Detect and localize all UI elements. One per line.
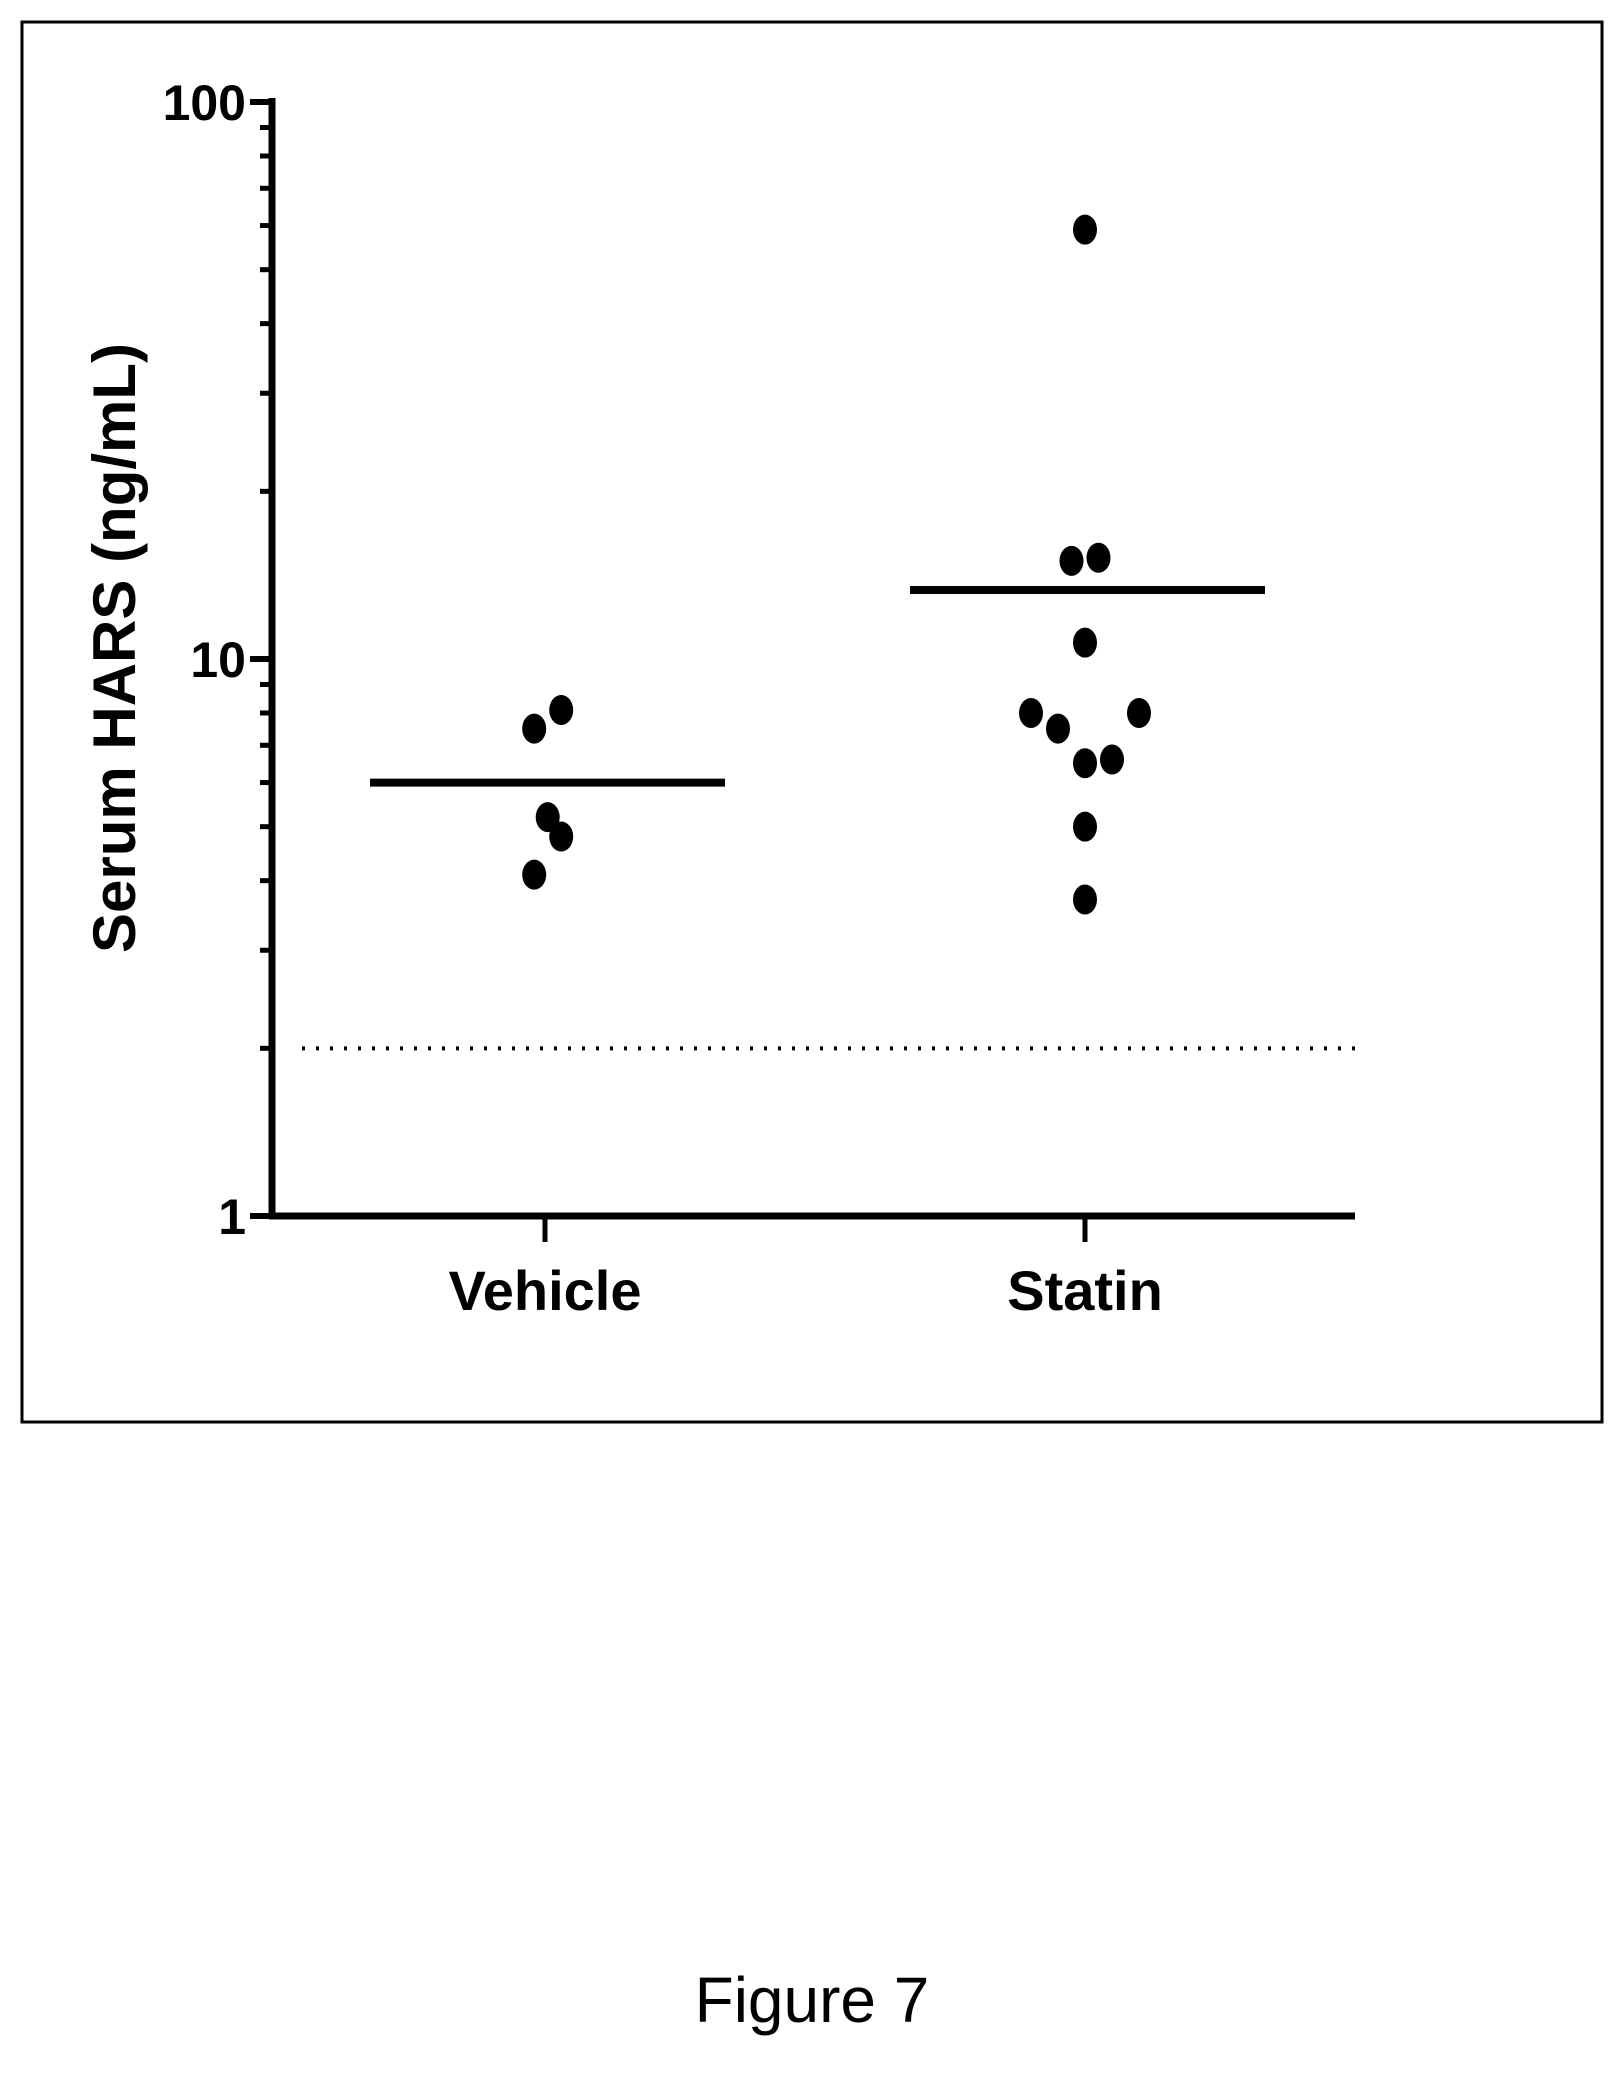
data-point bbox=[1127, 697, 1151, 728]
data-point bbox=[1073, 811, 1097, 842]
chart-border bbox=[20, 20, 1604, 1424]
data-point bbox=[549, 694, 574, 725]
y-tick-label: 100 bbox=[163, 75, 246, 131]
data-point bbox=[1019, 697, 1043, 728]
x-tick-label: Vehicle bbox=[448, 1259, 641, 1322]
data-point bbox=[1073, 627, 1097, 658]
y-tick-label: 10 bbox=[190, 632, 246, 688]
y-axis-title: Serum HARS (ng/mL) bbox=[81, 343, 148, 953]
data-point bbox=[1073, 748, 1097, 779]
chart: 1 10 100 Vehicle Statin Serum HARS (ng/mL) bbox=[20, 20, 1604, 1424]
data-point bbox=[522, 859, 547, 890]
x-tick-label: Statin bbox=[1007, 1259, 1163, 1322]
figure-caption: Figure 7 bbox=[694, 1964, 930, 2036]
data-point bbox=[1073, 884, 1097, 915]
data-point bbox=[1073, 214, 1097, 245]
data-point bbox=[1046, 713, 1070, 744]
data-point bbox=[1086, 542, 1111, 573]
y-tick-label: 1 bbox=[218, 1189, 246, 1245]
data-point bbox=[522, 713, 547, 744]
data-point bbox=[1100, 744, 1124, 775]
data-point bbox=[1059, 545, 1084, 576]
data-point bbox=[535, 802, 560, 833]
data-point bbox=[549, 821, 574, 852]
